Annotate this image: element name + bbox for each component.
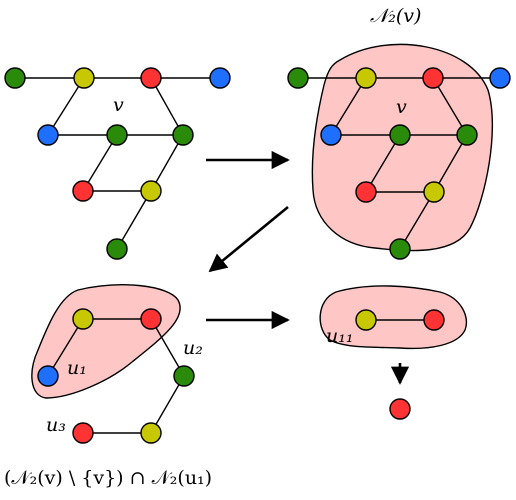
- label-neighborhood-title: 𝒩₂(v): [370, 5, 421, 27]
- node-result-red: [390, 399, 410, 419]
- panel-result: u₁₁: [320, 286, 466, 419]
- node-green: [457, 125, 477, 145]
- panel-intersection: u₁ u₂ u₃ (𝒩₂(v) \ {v}) ∩ 𝒩₂(u₁): [4, 285, 212, 489]
- node-u3-red: [73, 423, 93, 443]
- label-u11: u₁₁: [326, 325, 353, 347]
- label-u3: u₃: [46, 414, 66, 436]
- node-v-green: [107, 125, 127, 145]
- node-yellow: [74, 68, 94, 88]
- node-yellow: [73, 309, 93, 329]
- node-yellow: [141, 423, 161, 443]
- node-green: [288, 68, 308, 88]
- neighborhood-region: [312, 44, 492, 250]
- label-v-right: v: [396, 96, 407, 118]
- node-green: [107, 239, 127, 259]
- node-red: [141, 309, 161, 329]
- node-green: [5, 68, 25, 88]
- node-u1-blue: [38, 366, 58, 386]
- node-yellow: [424, 182, 444, 202]
- node-yellow: [356, 68, 376, 88]
- node-blue: [38, 125, 58, 145]
- node-u11-yellow: [356, 310, 376, 330]
- node-v-green: [390, 125, 410, 145]
- node-red: [424, 310, 444, 330]
- label-caption: (𝒩₂(v) \ {v}) ∩ 𝒩₂(u₁): [4, 467, 212, 489]
- label-u1: u₁: [67, 357, 87, 379]
- node-red: [356, 182, 376, 202]
- node-blue: [490, 68, 510, 88]
- node-green: [173, 125, 193, 145]
- node-yellow: [141, 181, 161, 201]
- node-u2-green: [174, 366, 194, 386]
- node-blue: [321, 125, 341, 145]
- node-red: [73, 181, 93, 201]
- label-u2: u₂: [183, 337, 203, 359]
- node-green: [390, 239, 410, 259]
- node-red: [141, 68, 161, 88]
- arrow-down-left: [210, 207, 288, 271]
- node-blue: [210, 68, 230, 88]
- panel-original-graph: v: [5, 68, 230, 259]
- panel-neighborhood: v 𝒩₂(v): [288, 5, 510, 259]
- label-v-left: v: [113, 94, 124, 116]
- node-red: [423, 68, 443, 88]
